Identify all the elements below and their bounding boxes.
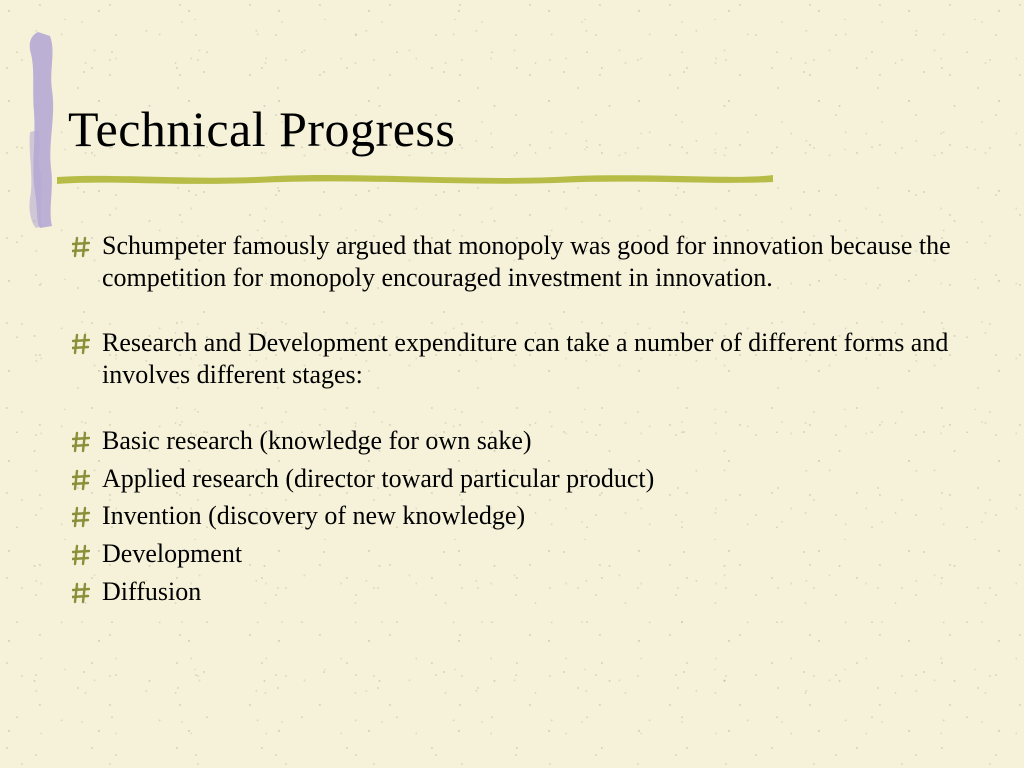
list-item: Invention (discovery of new knowledge) <box>72 500 969 532</box>
blank-line <box>72 299 969 327</box>
hash-bullet-icon <box>72 506 90 528</box>
list-item: Applied research (director toward partic… <box>72 463 969 495</box>
list-item-text: Applied research (director toward partic… <box>102 463 969 495</box>
list-item-text: Invention (discovery of new knowledge) <box>102 500 969 532</box>
hash-bullet-icon <box>72 469 90 491</box>
slide-body: Schumpeter famously argued that monopoly… <box>72 230 969 613</box>
list-item-text: Development <box>102 538 969 570</box>
hash-bullet-icon <box>72 544 90 566</box>
hash-bullet-icon <box>72 582 90 604</box>
list-item: Research and Development expenditure can… <box>72 327 969 390</box>
list-item: Schumpeter famously argued that monopoly… <box>72 230 969 293</box>
list-item-text: Schumpeter famously argued that monopoly… <box>102 230 969 293</box>
list-item: Diffusion <box>72 576 969 608</box>
list-item-text: Diffusion <box>102 576 969 608</box>
hash-bullet-icon <box>72 431 90 453</box>
hash-bullet-icon <box>72 333 90 355</box>
blank-line <box>72 397 969 425</box>
slide: Technical Progress Schumpeter famously a… <box>0 0 1024 768</box>
slide-title: Technical Progress <box>68 100 455 158</box>
list-item: Basic research (knowledge for own sake) <box>72 425 969 457</box>
list-item-text: Basic research (knowledge for own sake) <box>102 425 969 457</box>
list-item-text: Research and Development expenditure can… <box>102 327 969 390</box>
hash-bullet-icon <box>72 236 90 258</box>
list-item: Development <box>72 538 969 570</box>
